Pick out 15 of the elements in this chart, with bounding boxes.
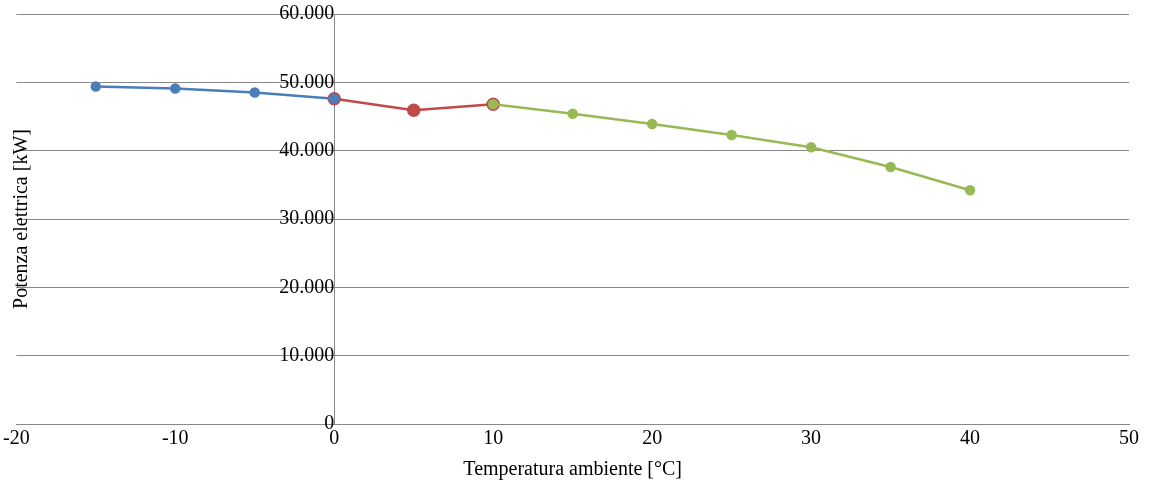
y-tick-label: 50.000 [279, 69, 335, 92]
x-tick-label: 40 [960, 426, 981, 449]
x-tick-label: 50 [1119, 426, 1139, 449]
y-tick-label: 40.000 [279, 137, 335, 160]
y-tick-label: 20.000 [279, 274, 335, 297]
y-tick-label: 30.000 [279, 206, 335, 229]
x-tick-label: 20 [642, 426, 663, 449]
y-tick-label: 10.000 [279, 342, 335, 365]
x-tick-label: 30 [801, 426, 822, 449]
x-tick-label: -20 [2, 426, 30, 449]
x-axis-title: Temperatura ambiente [°C] [463, 457, 683, 481]
y-tick-label: 60.000 [279, 1, 335, 24]
x-tick-label: 10 [483, 426, 504, 449]
y-axis-title: Potenza elettrica [kW] [9, 129, 32, 309]
x-tick-label: -10 [161, 426, 189, 449]
